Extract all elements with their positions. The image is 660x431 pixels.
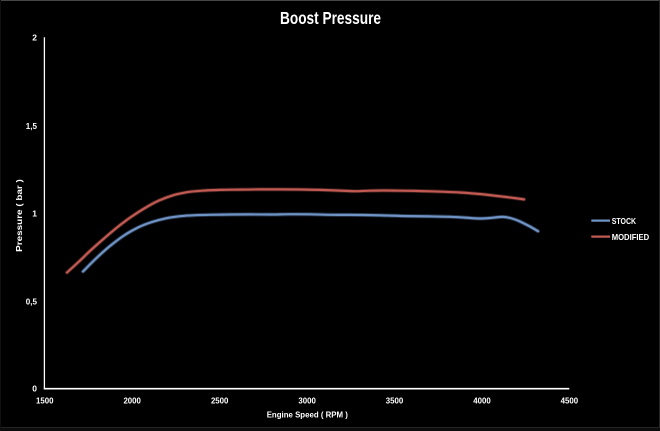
svg-text:2500: 2500 bbox=[211, 396, 229, 406]
svg-text:3500: 3500 bbox=[386, 396, 404, 406]
svg-text:1,5: 1,5 bbox=[26, 121, 37, 131]
svg-text:3000: 3000 bbox=[298, 396, 316, 406]
svg-text:Engine Speed ( RPM ): Engine Speed ( RPM ) bbox=[267, 410, 348, 420]
svg-text:2000: 2000 bbox=[123, 396, 141, 406]
svg-text:4000: 4000 bbox=[473, 396, 491, 406]
svg-text:0,5: 0,5 bbox=[26, 296, 37, 306]
svg-text:Boost Pressure: Boost Pressure bbox=[280, 8, 381, 28]
svg-text:1500: 1500 bbox=[36, 396, 54, 406]
svg-text:1: 1 bbox=[32, 209, 37, 219]
svg-text:2: 2 bbox=[32, 32, 37, 42]
svg-text:MODIFIED: MODIFIED bbox=[612, 232, 650, 242]
svg-text:Pressure ( bar ): Pressure ( bar ) bbox=[14, 179, 24, 252]
svg-text:4500: 4500 bbox=[561, 396, 579, 406]
svg-text:0: 0 bbox=[32, 383, 37, 393]
svg-text:STOCK: STOCK bbox=[612, 216, 637, 226]
